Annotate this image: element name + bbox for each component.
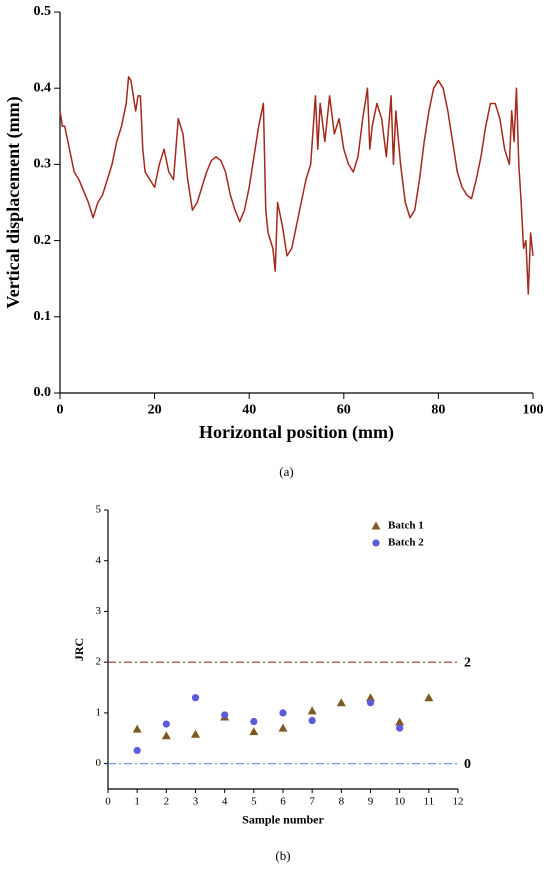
x-tick-label: 8 (339, 795, 345, 807)
marker (249, 727, 259, 736)
y-tick-label: 0.0 (34, 385, 52, 400)
y-axis-label: JRC (72, 638, 86, 661)
y-tick-label: 1 (96, 706, 102, 718)
y-tick-label: 0.5 (34, 4, 52, 19)
y-tick-label: 0 (96, 757, 102, 769)
y-tick-label: 0.4 (34, 80, 52, 95)
x-tick-label: 2 (164, 795, 170, 807)
marker (366, 693, 375, 702)
marker (307, 706, 317, 715)
marker (191, 729, 200, 738)
marker (366, 699, 375, 707)
marker (424, 693, 434, 702)
x-tick-label: 1 (134, 795, 140, 807)
marker (278, 723, 288, 732)
reference-label: 2 (464, 655, 471, 670)
y-tick-label: 4 (96, 554, 102, 566)
y-tick-label: 0.3 (34, 157, 52, 172)
x-tick-label: 9 (368, 795, 374, 807)
marker (133, 746, 141, 755)
legend-marker (371, 521, 381, 530)
reference-label: 0 (464, 757, 471, 772)
marker (395, 717, 405, 726)
x-tick-label: 7 (309, 795, 315, 807)
marker (161, 731, 171, 740)
x-tick-label: 60 (337, 402, 351, 417)
x-tick-label: 5 (251, 795, 257, 807)
x-tick-label: 40 (242, 402, 256, 417)
marker (308, 716, 316, 725)
x-tick-label: 10 (394, 795, 406, 807)
marker (250, 717, 258, 726)
x-tick-label: 12 (453, 795, 464, 807)
x-tick-label: 11 (424, 795, 435, 807)
x-tick-label: 100 (523, 402, 544, 417)
marker (132, 724, 142, 733)
y-tick-label: 3 (96, 605, 102, 617)
legend-label: Batch 2 (388, 537, 424, 549)
x-tick-label: 20 (148, 402, 162, 417)
marker (221, 711, 229, 719)
y-tick-label: 0.1 (34, 309, 52, 324)
marker (336, 698, 346, 707)
x-tick-label: 80 (431, 402, 445, 417)
x-tick-label: 0 (105, 795, 111, 807)
x-tick-label: 6 (280, 795, 286, 807)
y-tick-label: 5 (96, 504, 102, 516)
marker (279, 709, 287, 717)
x-axis-label: Horizontal position (mm) (199, 422, 394, 443)
x-axis-label: Sample number (242, 812, 324, 826)
marker (191, 694, 200, 702)
x-tick-label: 0 (57, 402, 64, 417)
marker (396, 724, 404, 732)
x-tick-label: 3 (193, 795, 199, 807)
y-tick-label: 2 (96, 656, 102, 668)
caption: (b) (275, 848, 290, 863)
caption: (a) (279, 464, 293, 479)
x-tick-label: 4 (222, 795, 228, 807)
y-axis-label: Vertical displacement (mm) (3, 96, 24, 308)
marker (162, 720, 170, 728)
legend-marker (372, 539, 380, 547)
legend-label: Batch 1 (388, 520, 424, 532)
profile-line (59, 76, 534, 295)
y-tick-label: 0.2 (34, 233, 52, 248)
